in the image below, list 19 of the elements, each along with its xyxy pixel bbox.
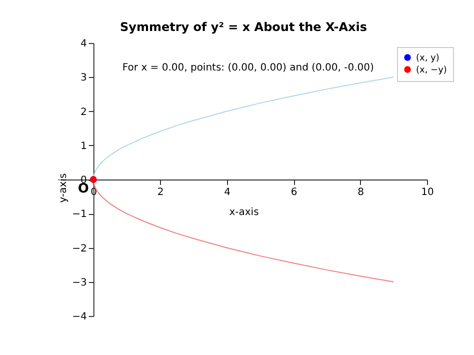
y-tick-label: −4 [72,312,87,322]
annotation: For x = 0.00, points: (0.00, 0.00) and (0.00, -0.00) [122,62,374,74]
x-tick-label: 6 [290,187,298,198]
y-tick-label: 1 [80,140,87,152]
x-tick-label: 4 [224,187,231,198]
legend-label: (x, −y) [416,66,447,76]
y-tick-label: −1 [72,209,87,220]
x-tick-label: 10 [421,187,434,198]
x-tick-label: 2 [157,187,164,198]
x-tick-label: 8 [358,187,364,198]
y-tick-label: 4 [80,38,87,50]
y-tick-label: −2 [72,243,87,254]
y-tick-label: 3 [80,72,87,84]
legend-label: (x, y) [416,54,440,64]
y-tick-label: −3 [72,277,87,288]
y-tick-label: 2 [80,106,87,118]
x-axis-title: x-axis [229,207,259,218]
y-axis-title: y-axis [58,173,70,203]
chart-title: Symmetry of y² = x About the X-Axis [120,20,368,34]
